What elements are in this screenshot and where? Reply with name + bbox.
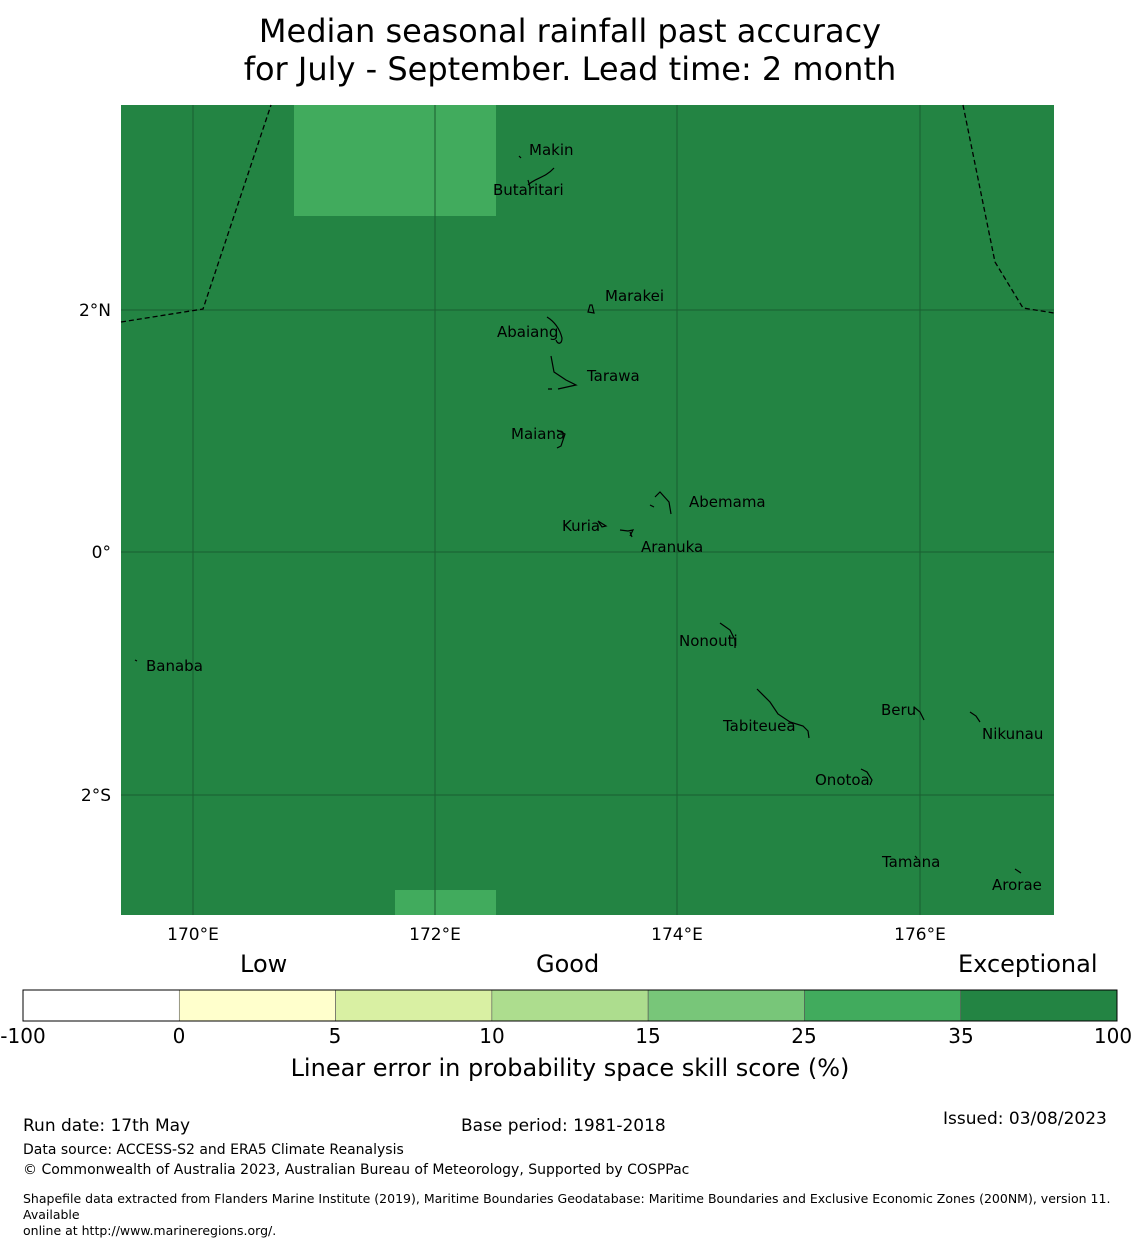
island-label: Tarawa [586, 367, 640, 385]
island-label: Kuria [562, 517, 600, 535]
island-shape-tamana [914, 855, 918, 859]
island-label: Abaiang [497, 323, 558, 341]
island-shape-abemama [649, 491, 672, 515]
data-source: Data source: ACCESS-S2 and ERA5 Climate … [23, 1142, 404, 1158]
gridlines [121, 105, 1054, 915]
lon-tick-label: 176°E [894, 925, 946, 945]
island-shape-kuria [597, 520, 608, 528]
colorbar-segment [491, 989, 649, 1022]
base-period: Base period: 1981-2018 [461, 1116, 666, 1136]
colorbar-tick: -100 [0, 1024, 46, 1048]
island-label: Beru [881, 701, 916, 719]
colorbar-segment [335, 989, 493, 1022]
lon-tick-label: 174°E [651, 925, 703, 945]
island-shape-aranuka [619, 529, 635, 538]
chart-title-line1: Median seasonal rainfall past accuracy [258, 12, 882, 50]
island-label: Maiana [511, 425, 565, 443]
island-shape-makin [518, 155, 522, 159]
colorbar-label: Linear error in probability space skill … [290, 1054, 850, 1082]
lat-tick-label: 0° [92, 543, 111, 563]
colorbar-category-exceptional: Exceptional [958, 950, 1098, 978]
colorbar-border [22, 989, 1118, 1022]
lon-tick-label: 172°E [409, 925, 461, 945]
island-label: Aranuka [641, 538, 703, 556]
island-label: Onotoa [815, 771, 870, 789]
colorbar-tick: 0 [172, 1024, 186, 1048]
skill-patch-south [395, 890, 496, 915]
island-label: Nikunau [982, 725, 1043, 743]
colorbar-tick: 100 [1093, 1024, 1133, 1048]
island-shape-nikunau [969, 711, 981, 723]
colorbar [22, 989, 1118, 1022]
lat-tick-label: 2°S [81, 786, 111, 806]
island-shape-abaiang [546, 316, 563, 344]
island-label: Nonouti [679, 632, 738, 650]
copyright: © Commonwealth of Australia 2023, Austra… [23, 1162, 690, 1178]
eez-boundary-east [962, 104, 1055, 314]
island-shape-butaritari [527, 167, 555, 188]
island-shape-tabiteuea [756, 688, 810, 739]
island-shape-nonouti [719, 622, 736, 648]
colorbar-segment [960, 989, 1118, 1022]
island-shape-onotoa [860, 768, 873, 786]
shapefile-credit-line2: online at http://www.marineregions.org/. [23, 1223, 277, 1238]
island-label: Makin [529, 141, 574, 159]
lon-tick-label: 170°E [167, 925, 219, 945]
island-label: Tamana [881, 853, 940, 871]
colorbar-tick: 35 [948, 1024, 974, 1048]
issued-date: Issued: 03/08/2023 [943, 1109, 1107, 1129]
island-shape-maiana [556, 429, 566, 449]
shapefile-credit-line1: Shapefile data extracted from Flanders M… [23, 1191, 1111, 1222]
island-shape-beru [913, 706, 925, 721]
colorbar-segment [22, 989, 180, 1022]
island-label: Banaba [146, 657, 203, 675]
run-date: Run date: 17th May [23, 1116, 191, 1136]
island-outlines [134, 155, 1022, 874]
island-label: Marakei [605, 287, 664, 305]
chart-title-line2: for July - September. Lead time: 2 month [243, 50, 897, 88]
shapefile-credit: Shapefile data extracted from Flanders M… [23, 1191, 1133, 1239]
colorbar-tick: 5 [328, 1024, 342, 1048]
island-label: Abemama [689, 493, 766, 511]
island-label: Butaritari [493, 181, 564, 199]
colorbar-category-low: Low [240, 950, 288, 978]
colorbar-segment [178, 989, 336, 1022]
colorbar-tick: 15 [635, 1024, 661, 1048]
island-shape-marakei [587, 304, 595, 314]
island-label: Arorae [992, 876, 1042, 894]
island-shape-tarawa [548, 355, 578, 390]
island-shape-banaba [134, 659, 138, 662]
island-label: Tabiteuea [722, 717, 796, 735]
map-background [121, 105, 1054, 915]
colorbar-segment [804, 989, 962, 1022]
colorbar-tick: 10 [479, 1024, 505, 1048]
skill-patch-north [294, 105, 496, 216]
colorbar-tick: 25 [791, 1024, 817, 1048]
island-shape-arorae [1014, 868, 1022, 874]
eez-boundary-west [120, 104, 272, 323]
lat-tick-label: 2°N [79, 301, 111, 321]
colorbar-category-good: Good [536, 950, 600, 978]
colorbar-segment [647, 989, 805, 1022]
